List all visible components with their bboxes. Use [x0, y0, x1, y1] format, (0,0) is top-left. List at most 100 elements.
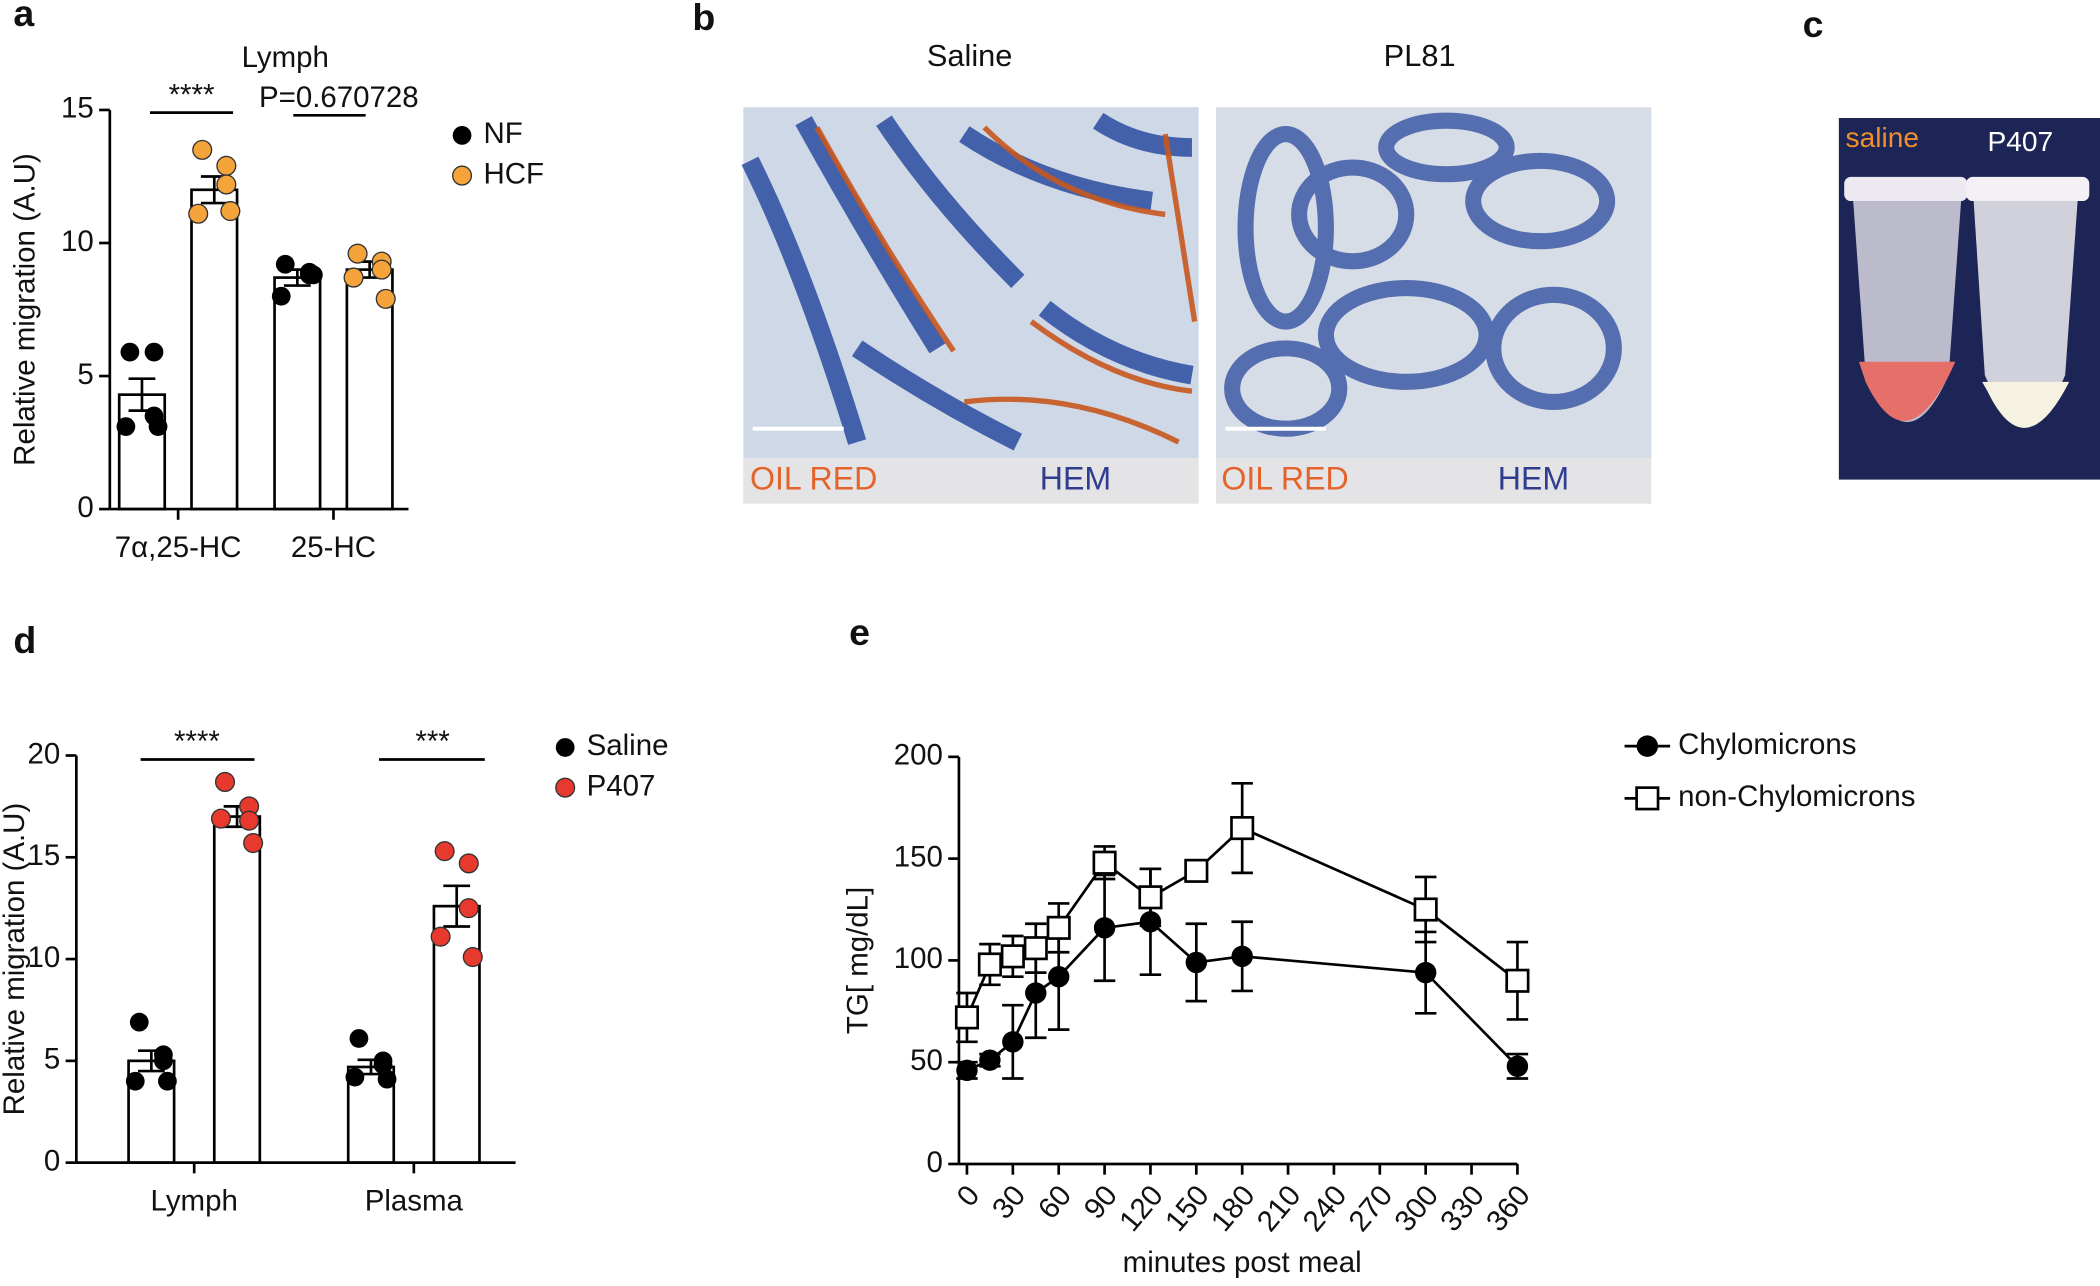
data-point — [956, 1059, 978, 1082]
y-tick-label: 20 — [28, 737, 61, 770]
legend-label: HCF — [483, 157, 544, 190]
y-tick-label: 0 — [77, 491, 93, 524]
stain-label: OIL RED — [1221, 460, 1348, 496]
data-point — [1025, 982, 1047, 1004]
data-point — [347, 243, 368, 264]
data-point — [214, 771, 236, 793]
panel-letter: b — [692, 0, 715, 38]
x-tick-label: 0 — [951, 1179, 987, 1213]
image-title: PL81 — [1384, 38, 1456, 73]
bar — [190, 188, 239, 511]
chart-title: Lymph — [242, 41, 329, 74]
data-point — [125, 1071, 145, 1091]
tube-label: P407 — [1988, 126, 2054, 157]
data-point — [373, 1055, 393, 1075]
x-tick-label: 300 — [1388, 1179, 1445, 1238]
data-point — [343, 267, 364, 288]
x-tick-label: 240 — [1296, 1179, 1353, 1238]
legend-marker — [452, 165, 473, 186]
x-tick-label: 180 — [1205, 1179, 1262, 1238]
legend-marker — [1636, 735, 1659, 757]
data-point — [1047, 965, 1070, 988]
data-point — [458, 898, 479, 919]
x-tick-label: Lymph — [151, 1185, 238, 1218]
histology-images — [741, 107, 1652, 504]
data-point — [116, 417, 136, 436]
tube-label: saline — [1846, 122, 1919, 153]
y-tick-label: 10 — [61, 225, 94, 258]
y-tick-label: 15 — [28, 839, 61, 872]
legend-marker — [1635, 786, 1660, 811]
legend-label: P407 — [587, 769, 656, 802]
legend-marker — [555, 738, 575, 757]
data-point — [434, 841, 455, 862]
data-point — [129, 1012, 149, 1032]
data-point — [148, 417, 168, 436]
y-axis-label: TG[ mg/dL] — [842, 887, 875, 1034]
panel-letter: c — [1803, 3, 1824, 45]
legend-label: Chylomicrons — [1678, 728, 1856, 761]
y-tick-label: 50 — [910, 1044, 943, 1077]
y-tick-label: 0 — [926, 1146, 942, 1179]
data-point — [304, 265, 323, 285]
data-point — [1230, 816, 1255, 841]
bar — [273, 276, 322, 511]
panel-letter: e — [849, 611, 870, 653]
x-tick-label: 150 — [1159, 1179, 1216, 1238]
data-point — [458, 853, 479, 874]
data-point — [1231, 945, 1253, 968]
data-point — [271, 286, 291, 306]
x-tick-label: 360 — [1480, 1179, 1537, 1238]
data-point — [1414, 961, 1437, 984]
data-point — [188, 203, 209, 224]
data-point — [462, 946, 483, 968]
data-point — [239, 810, 260, 831]
legend-marker — [555, 777, 576, 798]
y-tick-label: 15 — [61, 92, 94, 125]
panel-letter: d — [13, 619, 36, 661]
annotation: *** — [415, 725, 449, 758]
legend-label: NF — [483, 117, 522, 150]
data-point — [1000, 944, 1025, 969]
data-point — [1184, 858, 1209, 883]
data-point — [120, 342, 140, 362]
data-point — [345, 1067, 365, 1087]
x-tick-label: 60 — [1032, 1179, 1078, 1225]
y-axis-label: Relative migration (A.U) — [9, 153, 42, 466]
legend-marker — [452, 126, 472, 145]
bar — [212, 815, 262, 1164]
data-point — [1506, 1055, 1529, 1077]
y-tick-label: 10 — [28, 941, 61, 974]
data-point — [371, 259, 392, 280]
y-tick-label: 150 — [894, 840, 943, 873]
data-point — [154, 1051, 173, 1071]
y-tick-label: 200 — [894, 739, 943, 772]
data-point — [158, 1071, 177, 1091]
x-tick-label: Plasma — [365, 1185, 464, 1218]
image-title: Saline — [927, 38, 1013, 73]
data-point — [1023, 936, 1048, 961]
annotation: **** — [174, 725, 220, 758]
data-point — [954, 1005, 980, 1030]
data-point — [1093, 917, 1116, 939]
data-point — [220, 201, 241, 222]
y-tick-label: 100 — [894, 942, 943, 975]
data-point — [1185, 951, 1208, 974]
y-tick-label: 0 — [44, 1144, 60, 1177]
tube-photo — [1838, 118, 2100, 480]
x-tick-label: 210 — [1251, 1179, 1308, 1238]
data-point — [275, 254, 295, 274]
data-point — [1046, 915, 1071, 940]
stain-label: HEM — [1040, 460, 1111, 496]
data-point — [979, 1049, 1001, 1071]
data-point — [1092, 850, 1117, 875]
data-point — [349, 1029, 369, 1048]
x-tick-label: 30 — [986, 1179, 1032, 1225]
data-point — [1002, 1031, 1024, 1053]
y-axis-label: Relative migration (A.U) — [0, 803, 31, 1116]
panel-letter: a — [13, 0, 35, 34]
data-point — [210, 808, 232, 829]
x-tick-label: 120 — [1113, 1179, 1170, 1238]
data-point — [375, 288, 396, 309]
